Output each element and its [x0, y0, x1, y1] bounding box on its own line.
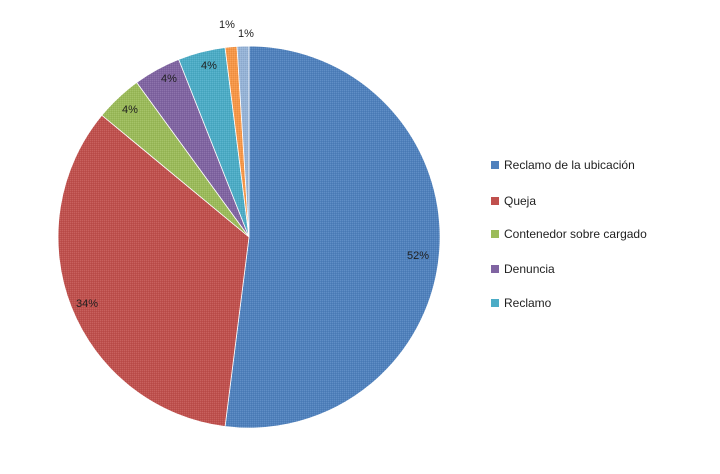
slice-label-1: 34%	[76, 298, 98, 310]
pie-slices	[57, 45, 441, 429]
legend-label: Reclamo	[504, 296, 552, 310]
slice-label-2: 4%	[122, 104, 138, 116]
pie-labels: 52% 34% 4% 4% 4% 1%1%	[76, 19, 429, 310]
pie-slice-texture-4	[178, 47, 249, 238]
pie-slice-texture-1	[57, 115, 250, 427]
slice-label-5: 1%	[219, 19, 235, 31]
slice-label-0: 52%	[407, 250, 429, 262]
slice-label-3: 4%	[161, 73, 177, 85]
slice-label-4: 4%	[201, 60, 217, 72]
legend-swatch	[491, 299, 499, 307]
legend-label: Queja	[504, 194, 537, 208]
pie-slice-texture-6	[237, 46, 249, 237]
legend-label: Denuncia	[504, 262, 555, 276]
legend-label: Contenedor sobre cargado	[504, 227, 647, 241]
legend-swatch	[491, 265, 499, 273]
pie-slice-texture-0	[225, 45, 441, 429]
pie-slice-texture-5	[225, 46, 249, 237]
legend-swatch	[491, 230, 499, 238]
slice-label-6: 1%	[238, 28, 254, 40]
legend-swatch	[491, 197, 499, 205]
pie-slice-texture-2	[101, 82, 249, 237]
legend-label: Reclamo de la ubicación	[504, 158, 635, 172]
legend-swatch	[491, 161, 499, 169]
pie-slice-texture-3	[136, 59, 249, 237]
